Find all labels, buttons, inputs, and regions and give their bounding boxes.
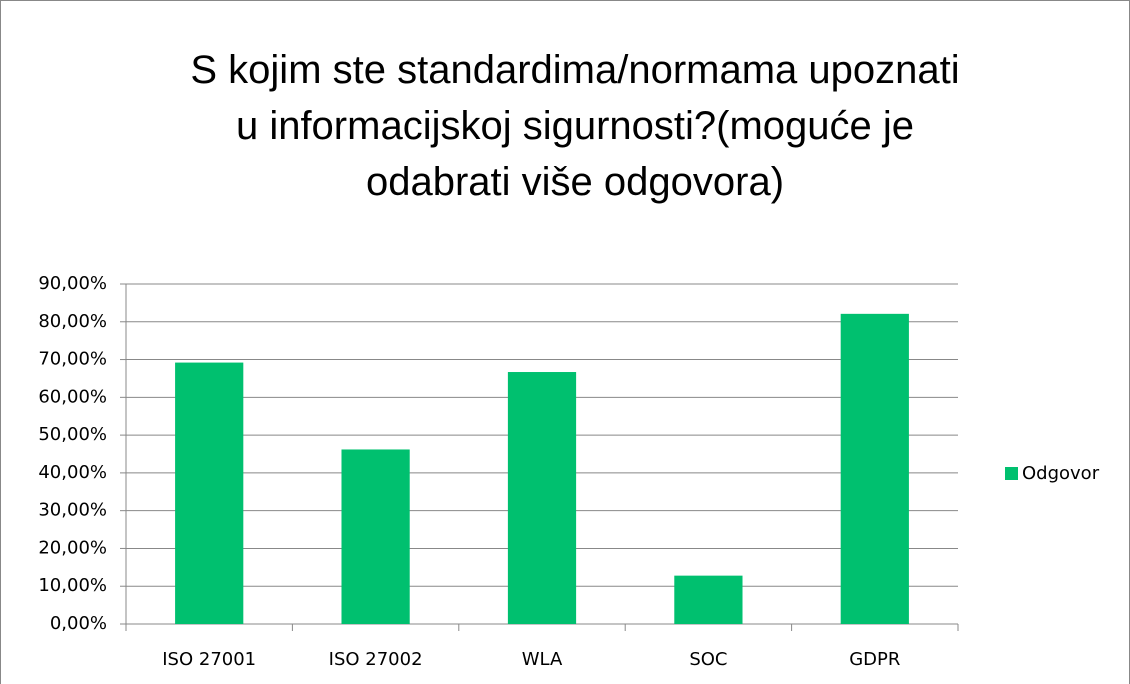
y-tick-label: 60,00% [38, 386, 107, 407]
bar [840, 313, 909, 624]
bar [674, 575, 743, 624]
x-tick-label: WLA [522, 649, 563, 670]
y-tick-label: 0,00% [50, 613, 107, 634]
bar [175, 362, 244, 624]
chart-title: S kojim ste standardima/normama upoznati… [190, 48, 960, 204]
x-tick-label: GDPR [849, 649, 900, 670]
y-tick-label: 80,00% [38, 311, 107, 332]
legend-label: Odgovor [1022, 463, 1100, 484]
x-tick-label: SOC [689, 649, 727, 670]
y-tick-label: 70,00% [38, 349, 107, 370]
bar [507, 372, 577, 624]
x-tick-label: ISO 27001 [162, 649, 256, 670]
y-tick-label: 20,00% [38, 537, 107, 558]
y-tick-label: 40,00% [38, 462, 107, 483]
y-tick-label: 50,00% [38, 424, 107, 445]
x-tick-label: ISO 27002 [329, 649, 423, 670]
y-tick-label: 90,00% [38, 273, 107, 294]
bar [341, 449, 410, 624]
y-tick-label: 30,00% [38, 500, 107, 521]
legend-swatch [1005, 467, 1018, 480]
y-tick-label: 10,00% [38, 575, 107, 596]
